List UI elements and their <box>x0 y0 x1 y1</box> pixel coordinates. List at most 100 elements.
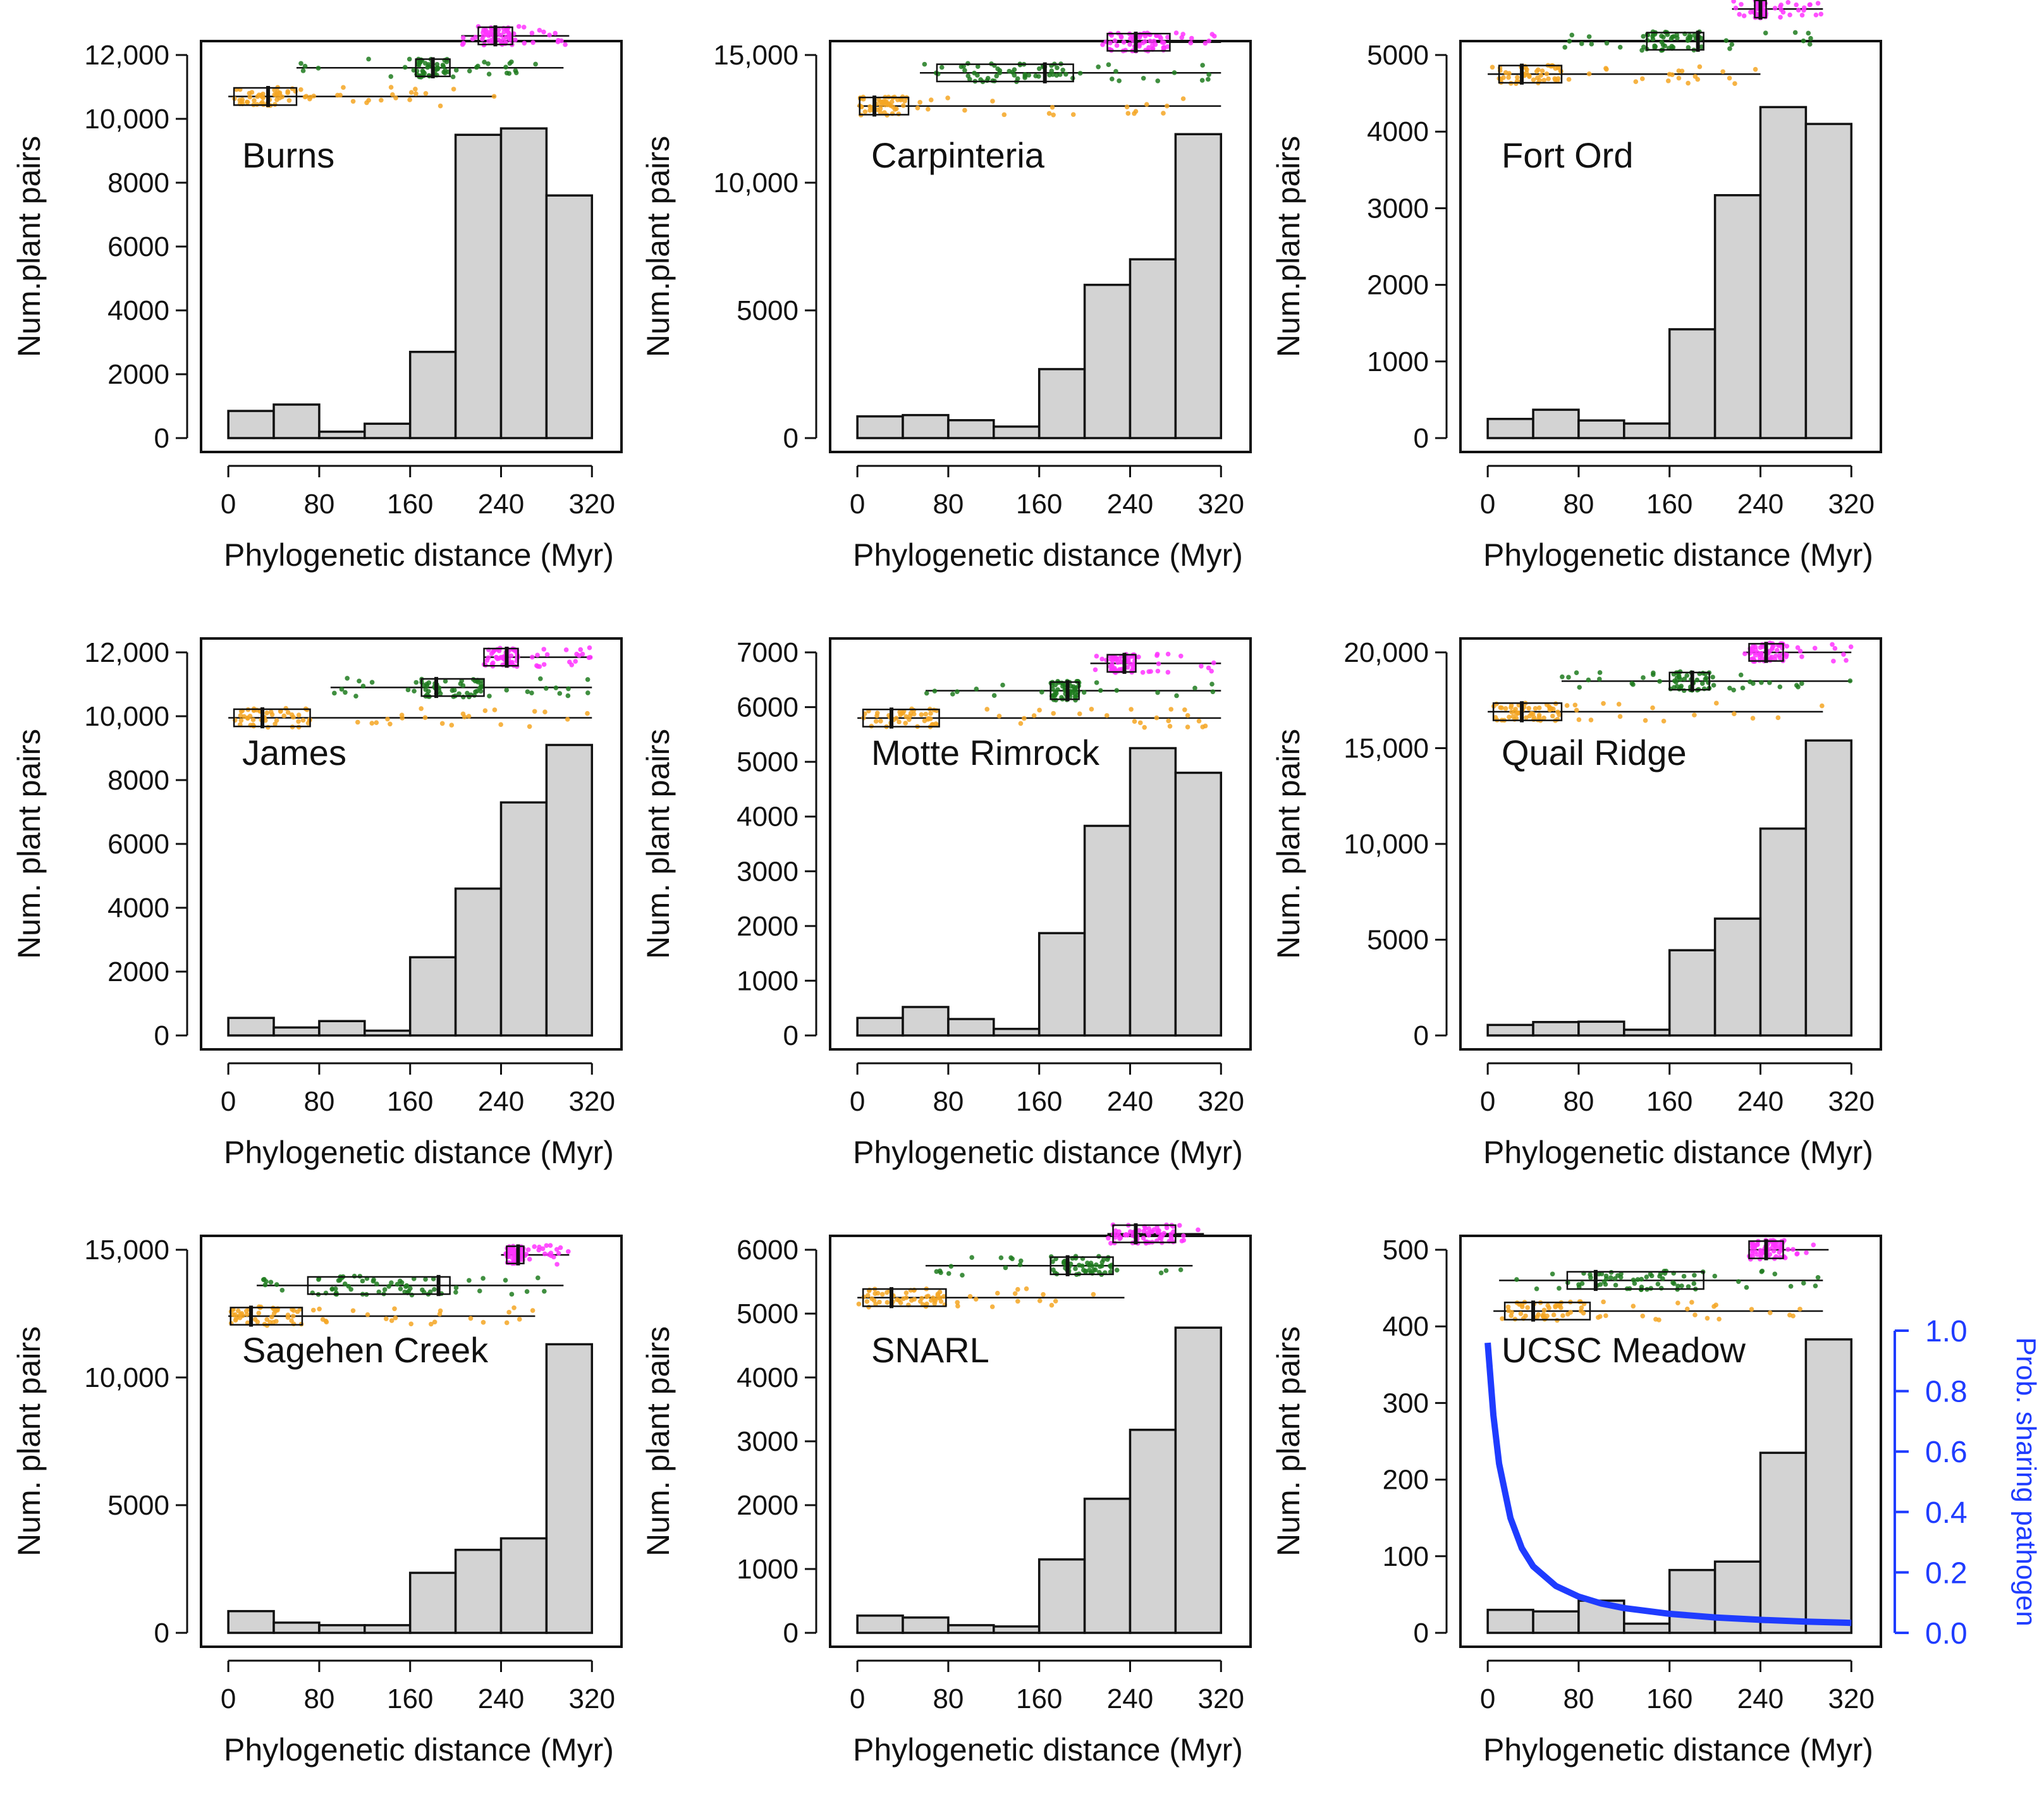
jitter-point <box>915 105 921 111</box>
jitter-point <box>1050 72 1055 77</box>
jitter-point <box>879 1291 885 1297</box>
jitter-point <box>1588 1275 1593 1280</box>
x-tick-label: 80 <box>303 1683 334 1714</box>
jitter-point <box>521 25 527 30</box>
jitter-point <box>1695 76 1701 82</box>
jitter-point <box>266 724 271 730</box>
jitter-point <box>1813 1283 1818 1288</box>
histogram-bar <box>1759 1451 1808 1634</box>
jitter-point <box>1019 1258 1024 1264</box>
jitter-point <box>486 61 491 66</box>
jitter-point <box>1727 75 1732 81</box>
jitter-point <box>1767 680 1772 685</box>
jitter-point <box>1616 702 1622 707</box>
jitter-point <box>1686 80 1691 86</box>
jitter-point <box>1665 78 1671 83</box>
jitter-point <box>1094 654 1099 659</box>
jitter-point <box>1753 1249 1758 1254</box>
jitter-point <box>1110 667 1115 672</box>
panel-carpinteria: 0 5000 10,000 15,000 0 80 160 240 320 Phylogeneti… <box>640 30 1252 573</box>
jitter-point <box>938 1298 944 1304</box>
jitter-point <box>1012 1291 1018 1297</box>
jitter-point <box>1740 685 1746 691</box>
x-tick-label: 240 <box>478 489 524 520</box>
boxplot-magenta <box>1106 1222 1204 1246</box>
jitter-point <box>374 1281 379 1286</box>
site-label: Fort Ord <box>1502 135 1633 175</box>
jitter-point <box>1759 680 1764 685</box>
jitter-point <box>285 90 290 95</box>
boxplot-orange <box>857 94 1221 118</box>
jitter-point <box>1203 723 1208 729</box>
jitter-point <box>1586 34 1592 39</box>
jitter-point <box>577 653 582 658</box>
x-tick-label: 240 <box>1737 1086 1784 1117</box>
boxplot-green <box>1499 1268 1823 1292</box>
jitter-point <box>492 707 498 712</box>
jitter-point <box>1801 5 1807 11</box>
jitter-point <box>419 706 424 711</box>
jitter-point <box>1118 1235 1123 1240</box>
histogram-bar <box>856 1614 904 1634</box>
jitter-point <box>274 1319 279 1324</box>
jitter-point <box>1703 676 1708 682</box>
jitter-point <box>1733 5 1739 11</box>
jitter-point <box>1579 1281 1585 1286</box>
jitter-point <box>1788 1284 1794 1289</box>
jitter-point <box>529 690 534 695</box>
jitter-point <box>1661 718 1667 724</box>
jitter-point <box>1617 44 1623 50</box>
jitter-point <box>461 694 466 700</box>
jitter-point <box>409 1292 415 1298</box>
plot-frame <box>200 40 623 453</box>
jitter-point <box>366 56 371 62</box>
site-label: SNARL <box>871 1330 989 1370</box>
jitter-point <box>1546 76 1551 82</box>
jitter-point <box>339 687 345 692</box>
jitter-point <box>585 690 591 695</box>
jitter-point <box>955 1300 960 1305</box>
jitter-point <box>1662 43 1668 49</box>
jitter-point <box>1536 1312 1541 1317</box>
jitter-point <box>1099 656 1105 662</box>
histogram-bar <box>947 418 995 439</box>
jitter-point <box>1712 1273 1718 1279</box>
jitter-point <box>244 1309 249 1314</box>
jitter-point <box>342 1281 348 1286</box>
jitter-point <box>1603 1313 1608 1319</box>
jitter-point <box>557 691 563 696</box>
jitter-point <box>1736 1279 1741 1285</box>
jitter-point <box>439 721 445 726</box>
jitter-point <box>360 683 366 689</box>
boxplot-box <box>1050 1256 1114 1276</box>
histogram-bar <box>993 1625 1041 1634</box>
jitter-point <box>1612 1276 1618 1281</box>
jitter-point <box>525 1247 531 1252</box>
jitter-point <box>1727 46 1732 51</box>
jitter-point <box>426 64 432 69</box>
jitter-point <box>955 1303 960 1309</box>
jitter-point <box>405 687 411 693</box>
y-tick-label: 4000 <box>107 893 169 924</box>
jitter-point <box>1054 73 1060 78</box>
jitter-point <box>1199 78 1205 83</box>
jitter-point <box>1515 75 1520 80</box>
jitter-point <box>873 1302 878 1307</box>
jitter-point <box>878 718 883 724</box>
histogram-bar <box>272 1621 321 1634</box>
jitter-point <box>1545 1303 1550 1308</box>
jitter-point <box>395 1281 400 1287</box>
jitter-point <box>917 100 922 105</box>
jitter-point <box>1177 1223 1182 1228</box>
histogram-bar <box>1532 408 1580 439</box>
jitter-point <box>563 647 569 652</box>
jitter-point <box>1848 644 1854 649</box>
jitter-point <box>1050 1259 1055 1264</box>
y-axis-title: Num.plant pairs <box>1271 136 1306 357</box>
jitter-point <box>994 73 1000 79</box>
jitter-point <box>1114 43 1120 48</box>
x-tick-label: 320 <box>569 1086 615 1117</box>
jitter-point <box>897 709 902 715</box>
jitter-point <box>428 1321 434 1327</box>
jitter-point <box>907 717 912 723</box>
